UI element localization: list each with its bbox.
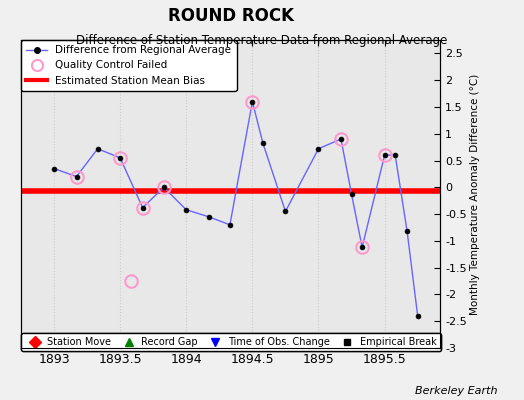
Y-axis label: Monthly Temperature Anomaly Difference (°C): Monthly Temperature Anomaly Difference (… bbox=[470, 73, 479, 315]
Text: Berkeley Earth: Berkeley Earth bbox=[416, 386, 498, 396]
Legend: Station Move, Record Gap, Time of Obs. Change, Empirical Break: Station Move, Record Gap, Time of Obs. C… bbox=[21, 333, 441, 351]
Title: ROUND ROCK: ROUND ROCK bbox=[168, 6, 293, 24]
Text: Difference of Station Temperature Data from Regional Average: Difference of Station Temperature Data f… bbox=[77, 34, 447, 47]
